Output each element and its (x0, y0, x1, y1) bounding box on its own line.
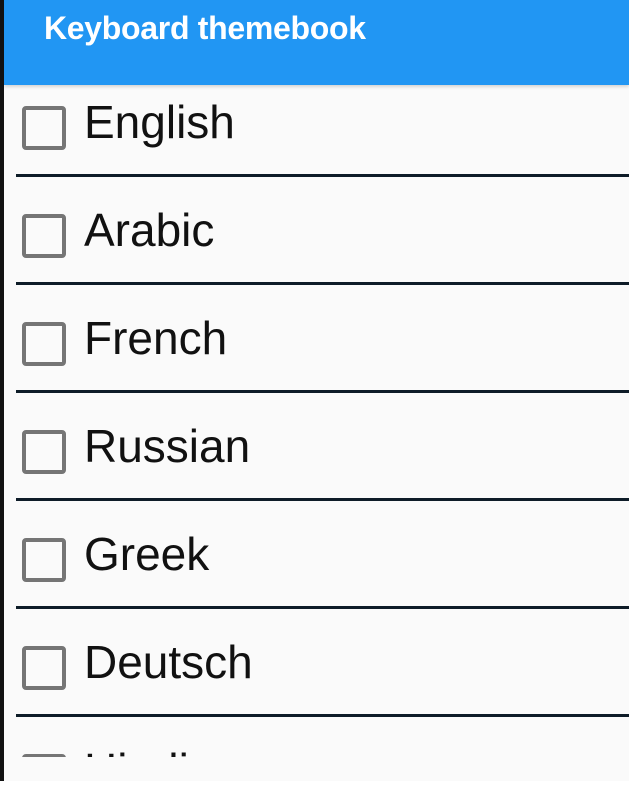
divider (16, 606, 629, 609)
language-item-french[interactable]: French (4, 288, 629, 393)
language-list[interactable]: English Arabic French Russian Greek Deut… (4, 85, 629, 757)
app-window: Keyboard themebook English Arabic French… (0, 0, 629, 781)
divider (16, 390, 629, 393)
language-item-english[interactable]: English (4, 85, 629, 177)
language-label: Arabic (84, 204, 215, 256)
app-title: Keyboard themebook (44, 10, 366, 46)
checkbox[interactable] (22, 646, 66, 690)
app-bar: Keyboard themebook (4, 0, 629, 85)
checkbox[interactable] (22, 538, 66, 582)
checkbox[interactable] (22, 106, 66, 150)
language-label: French (84, 312, 228, 364)
language-label: Russian (84, 420, 251, 472)
checkbox[interactable] (22, 754, 66, 757)
checkbox[interactable] (22, 322, 66, 366)
language-label: English (84, 96, 235, 148)
language-item-deutsch[interactable]: Deutsch (4, 612, 629, 717)
language-item-hindi[interactable]: Hindi (4, 720, 629, 757)
divider (16, 282, 629, 285)
divider (16, 714, 629, 717)
divider (16, 498, 629, 501)
language-label: Greek (84, 528, 210, 580)
language-label: Hindi (84, 743, 189, 757)
language-item-arabic[interactable]: Arabic (4, 180, 629, 285)
divider (16, 174, 629, 177)
checkbox[interactable] (22, 214, 66, 258)
language-item-russian[interactable]: Russian (4, 396, 629, 501)
language-item-greek[interactable]: Greek (4, 504, 629, 609)
language-label: Deutsch (84, 636, 253, 688)
checkbox[interactable] (22, 430, 66, 474)
